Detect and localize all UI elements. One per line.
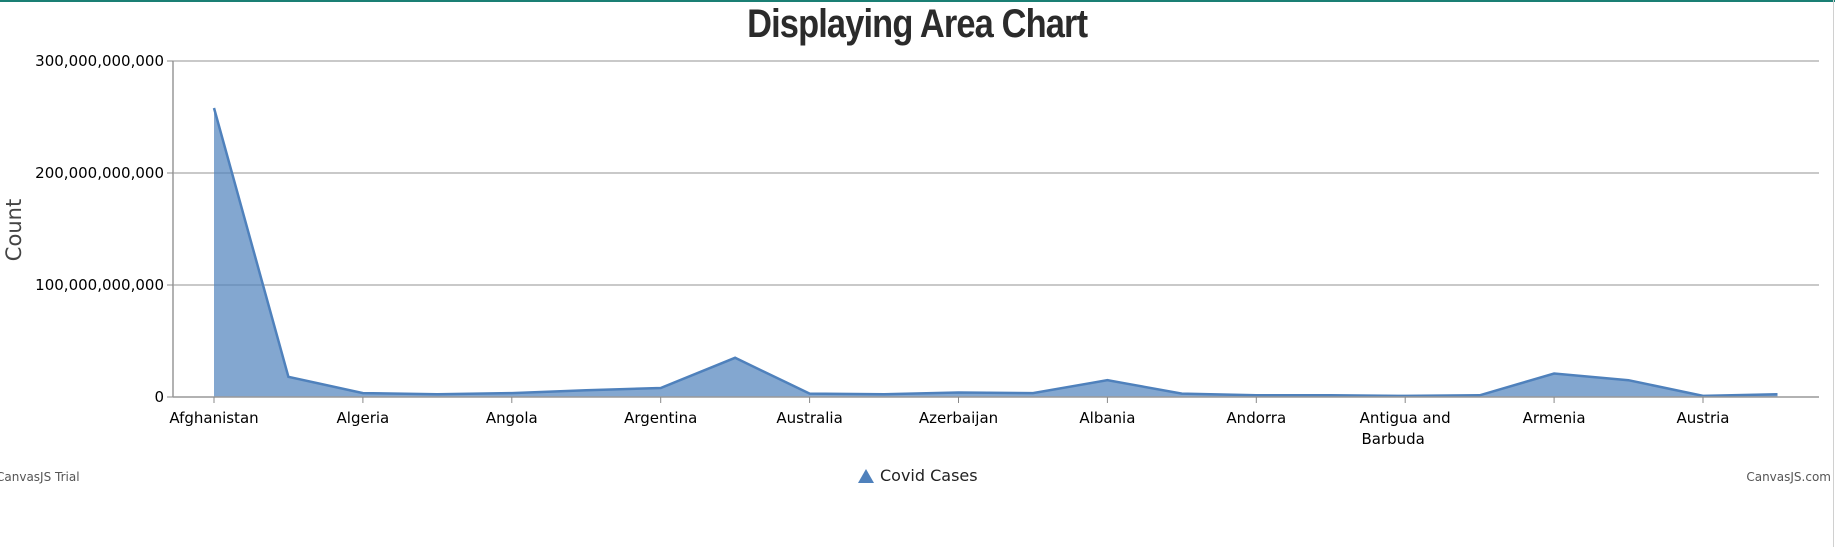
x-tick-label: Antigua and Barbuda	[1360, 409, 1451, 448]
right-border	[1833, 0, 1834, 547]
x-tick-label: Andorra	[1226, 409, 1286, 427]
series-line	[212, 107, 1778, 398]
x-tick-label: Albania	[1079, 409, 1135, 427]
x-tick-label: Argentina	[624, 409, 697, 427]
axes	[172, 61, 1819, 398]
x-axis-ticks: Afghanistan Algeria Angola Argentina Austral…	[169, 397, 1730, 448]
chart-title: Displaying Area Chart	[747, 2, 1088, 46]
y-axis-ticks: 0 100,000,000,000 200,000,000,000 300,000,0…	[35, 52, 173, 406]
x-tick-label: Azerbaijan	[919, 409, 998, 427]
y-tick-label: 200,000,000,000	[35, 164, 164, 182]
x-tick-label: Algeria	[337, 409, 390, 427]
legend-label: Covid Cases	[880, 466, 978, 485]
x-tick-label: Armenia	[1523, 409, 1586, 427]
credit-trial-label: CanvasJS Trial	[0, 470, 80, 484]
y-tick-label: 100,000,000,000	[35, 276, 164, 294]
y-tick-label: 0	[154, 388, 164, 406]
legend-item-covid-cases[interactable]: Covid Cases	[858, 466, 978, 485]
top-border	[0, 0, 1835, 2]
x-tick-label: Afghanistan	[169, 409, 258, 427]
y-axis-title: Count	[2, 199, 26, 261]
series-area-fill	[214, 108, 1778, 397]
triangle-marker-icon	[858, 468, 874, 483]
x-tick-label: Austria	[1677, 409, 1730, 427]
series-area-covid-cases	[212, 107, 1778, 398]
x-tick-label: Australia	[776, 409, 842, 427]
grid-lines	[173, 60, 1819, 286]
credit-link[interactable]: CanvasJS.com	[1746, 470, 1831, 484]
x-tick-label: Angola	[486, 409, 538, 427]
y-tick-label: 300,000,000,000	[35, 52, 164, 70]
